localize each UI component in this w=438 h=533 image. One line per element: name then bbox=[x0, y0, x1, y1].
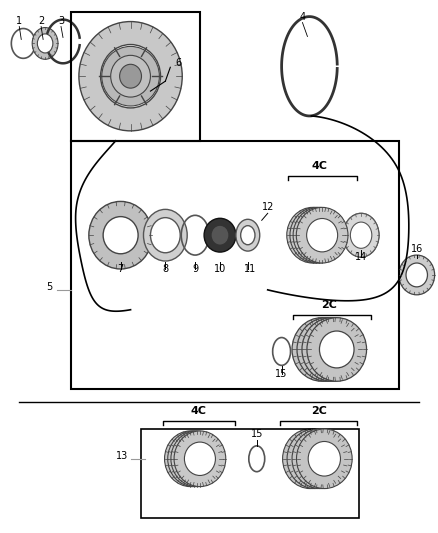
Bar bbox=[71, 141, 399, 389]
Text: 12: 12 bbox=[261, 203, 274, 212]
Ellipse shape bbox=[319, 331, 354, 368]
Ellipse shape bbox=[297, 219, 328, 252]
Ellipse shape bbox=[144, 209, 187, 261]
Ellipse shape bbox=[399, 255, 434, 295]
Text: 4C: 4C bbox=[190, 406, 206, 416]
Ellipse shape bbox=[302, 318, 362, 381]
Text: 7: 7 bbox=[117, 264, 124, 274]
Text: 2C: 2C bbox=[321, 300, 337, 310]
Ellipse shape bbox=[283, 429, 338, 489]
Ellipse shape bbox=[297, 318, 357, 381]
Ellipse shape bbox=[343, 213, 379, 257]
Ellipse shape bbox=[236, 219, 260, 251]
Ellipse shape bbox=[211, 225, 229, 245]
Text: 16: 16 bbox=[410, 244, 423, 254]
Ellipse shape bbox=[101, 45, 161, 108]
Ellipse shape bbox=[293, 207, 345, 263]
Ellipse shape bbox=[314, 331, 349, 368]
Ellipse shape bbox=[292, 429, 348, 489]
Ellipse shape bbox=[103, 216, 138, 254]
Ellipse shape bbox=[204, 219, 236, 252]
Ellipse shape bbox=[37, 34, 53, 53]
Bar bbox=[141, 429, 359, 519]
Ellipse shape bbox=[171, 431, 223, 487]
Ellipse shape bbox=[168, 431, 219, 487]
Bar bbox=[71, 12, 200, 141]
Text: 5: 5 bbox=[46, 282, 52, 292]
Text: 11: 11 bbox=[244, 264, 256, 274]
Ellipse shape bbox=[89, 201, 152, 269]
Text: 4C: 4C bbox=[311, 160, 327, 171]
Text: 2: 2 bbox=[38, 15, 44, 26]
Ellipse shape bbox=[151, 217, 180, 253]
Ellipse shape bbox=[294, 441, 327, 476]
Ellipse shape bbox=[79, 21, 182, 131]
Ellipse shape bbox=[32, 28, 58, 59]
Text: 1: 1 bbox=[16, 15, 22, 26]
Ellipse shape bbox=[297, 429, 352, 489]
Ellipse shape bbox=[296, 207, 348, 263]
Ellipse shape bbox=[181, 442, 212, 475]
Ellipse shape bbox=[310, 331, 344, 368]
Ellipse shape bbox=[292, 318, 352, 381]
Ellipse shape bbox=[120, 64, 141, 88]
Text: 3: 3 bbox=[58, 15, 64, 26]
Ellipse shape bbox=[299, 441, 331, 476]
Ellipse shape bbox=[350, 222, 372, 248]
Text: 8: 8 bbox=[162, 264, 168, 274]
Text: 10: 10 bbox=[214, 264, 226, 274]
Ellipse shape bbox=[307, 318, 367, 381]
Ellipse shape bbox=[290, 207, 342, 263]
Ellipse shape bbox=[287, 207, 339, 263]
Text: 15: 15 bbox=[251, 429, 263, 439]
Text: 15: 15 bbox=[276, 369, 288, 379]
Text: 9: 9 bbox=[192, 264, 198, 274]
Ellipse shape bbox=[308, 441, 340, 476]
Ellipse shape bbox=[184, 442, 215, 475]
Ellipse shape bbox=[240, 225, 255, 245]
Ellipse shape bbox=[304, 219, 335, 252]
Ellipse shape bbox=[307, 219, 338, 252]
Text: 14: 14 bbox=[355, 252, 367, 262]
Ellipse shape bbox=[175, 442, 206, 475]
Ellipse shape bbox=[300, 219, 331, 252]
Text: 6: 6 bbox=[175, 58, 181, 68]
Ellipse shape bbox=[178, 442, 209, 475]
Ellipse shape bbox=[304, 441, 336, 476]
Text: 2C: 2C bbox=[311, 406, 327, 416]
Text: 4: 4 bbox=[300, 12, 306, 21]
Ellipse shape bbox=[102, 46, 159, 106]
Ellipse shape bbox=[304, 331, 339, 368]
Ellipse shape bbox=[111, 55, 150, 97]
Ellipse shape bbox=[406, 263, 427, 287]
Text: 13: 13 bbox=[117, 451, 129, 461]
Ellipse shape bbox=[174, 431, 226, 487]
Ellipse shape bbox=[287, 429, 343, 489]
Ellipse shape bbox=[165, 431, 216, 487]
